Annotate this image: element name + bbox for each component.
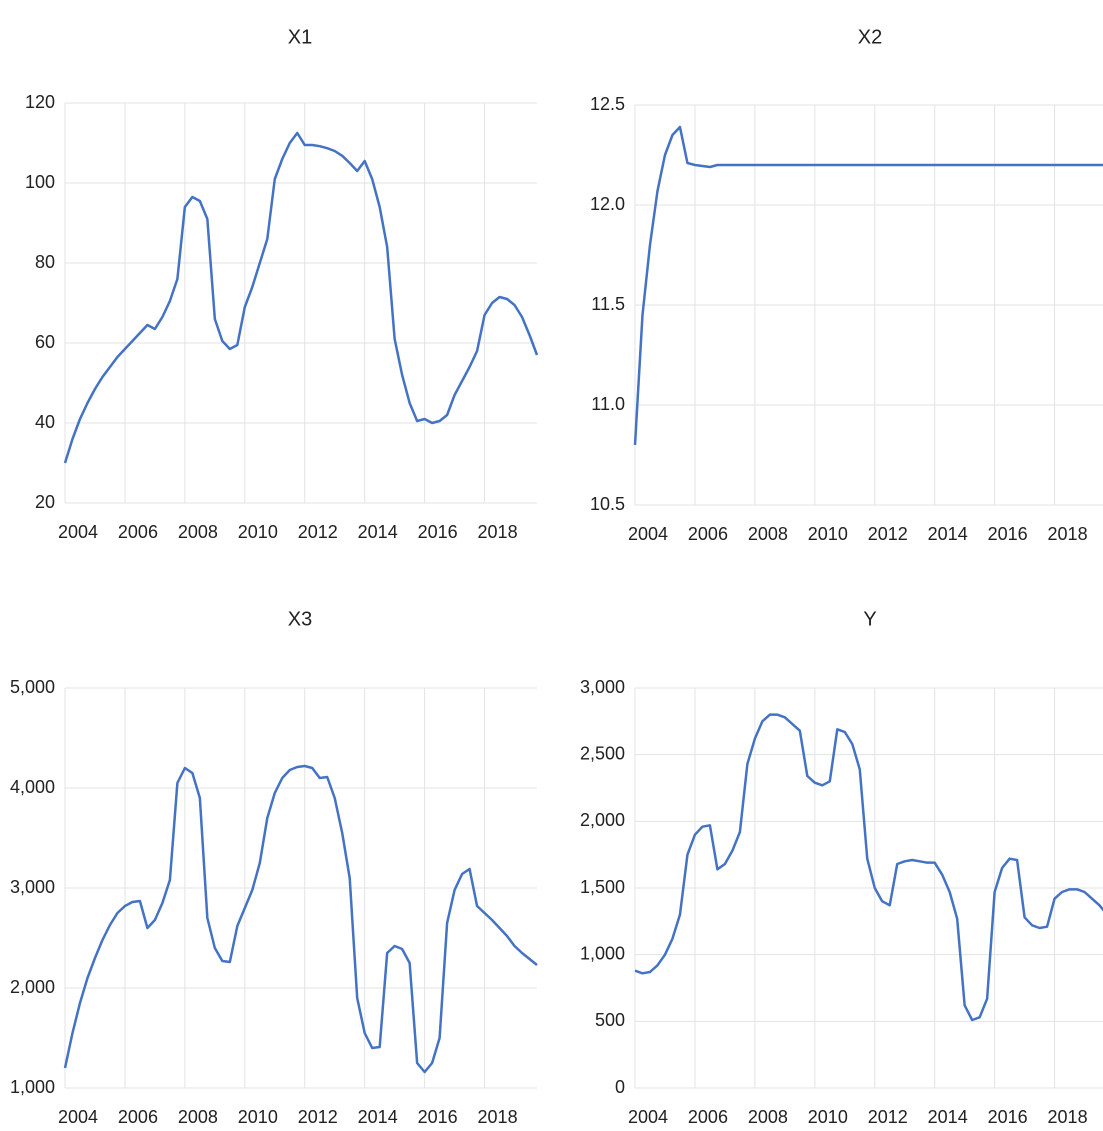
y-tick-label: 60 <box>35 332 55 352</box>
x-tick-label: 2012 <box>298 1107 338 1127</box>
y-tick-label: 12.5 <box>590 94 625 114</box>
y-tick-label: 120 <box>25 92 55 112</box>
x-tick-label: 2010 <box>238 522 278 542</box>
y-tick-label: 20 <box>35 492 55 512</box>
plot-area <box>63 764 538 1074</box>
x-tick-label: 2016 <box>988 1107 1028 1127</box>
x-tick-label: 2010 <box>808 524 848 544</box>
y-tick-label: 1,000 <box>580 943 625 963</box>
x-tick-label: 2018 <box>478 1107 518 1127</box>
y-tick-label: 11.5 <box>591 294 625 314</box>
y-tick-label: 12.0 <box>590 194 625 214</box>
x-tick-label: 2016 <box>418 522 458 542</box>
chart-panel: X3 1,000 2,000 3,000 4,000 5,000 2004 2006 2008 2… <box>10 608 538 1127</box>
x-tick-label: 2018 <box>478 522 518 542</box>
y-tick-label: 5,000 <box>10 677 55 697</box>
data-line <box>63 131 539 464</box>
x-tick-label: 2014 <box>358 1107 398 1127</box>
data-line <box>633 125 1103 446</box>
y-tick-label: 80 <box>35 252 55 272</box>
x-tick-label: 2014 <box>928 1107 968 1127</box>
y-tick-label: 500 <box>595 1010 625 1030</box>
x-tick-label: 2012 <box>298 522 338 542</box>
plot-area <box>634 713 1103 1022</box>
chart-title: Y <box>863 608 876 630</box>
chart-title: X3 <box>288 608 312 630</box>
x-tick-label: 2004 <box>628 524 668 544</box>
y-tick-label: 2,500 <box>580 743 625 763</box>
x-tick-label: 2004 <box>58 1107 98 1127</box>
y-tick-label: 100 <box>25 172 55 192</box>
y-tick-label: 11.0 <box>591 394 625 414</box>
chart-title: X1 <box>288 26 312 48</box>
x-tick-label: 2018 <box>1048 524 1088 544</box>
y-tick-label: 2,000 <box>10 977 55 997</box>
y-tick-label: 1,500 <box>580 877 625 897</box>
y-tick-label: 2,000 <box>580 810 625 830</box>
chart-panel: Y 0 500 1,000 1,500 2,000 2,500 3,000 2004 2006 20… <box>580 608 1103 1127</box>
x-tick-label: 2006 <box>118 522 158 542</box>
y-tick-label: 3,000 <box>10 877 55 897</box>
x-tick-label: 2012 <box>868 524 908 544</box>
chart-panel: X2 10.5 11.0 11.5 12.0 12.5 2004 2006 2008 2010 20… <box>590 26 1103 544</box>
data-line <box>634 713 1103 1022</box>
y-tick-label: 3,000 <box>580 677 625 697</box>
x-tick-label: 2014 <box>928 524 968 544</box>
y-tick-label: 4,000 <box>10 777 55 797</box>
y-tick-label: 10.5 <box>590 494 625 514</box>
x-tick-label: 2008 <box>748 524 788 544</box>
x-tick-label: 2006 <box>688 1107 728 1127</box>
x-tick-label: 2004 <box>628 1107 668 1127</box>
x-tick-label: 2010 <box>808 1107 848 1127</box>
x-tick-label: 2004 <box>58 522 98 542</box>
chart-title: X2 <box>858 26 882 48</box>
plot-area <box>633 125 1103 446</box>
x-tick-label: 2010 <box>238 1107 278 1127</box>
y-tick-label: 40 <box>35 412 55 432</box>
x-tick-label: 2016 <box>988 524 1028 544</box>
x-tick-label: 2012 <box>868 1107 908 1127</box>
x-tick-label: 2006 <box>118 1107 158 1127</box>
x-tick-label: 2008 <box>178 522 218 542</box>
chart-panel: X1 20 40 60 80 100 120 2004 2006 2008 2010 2012 2014… <box>25 26 539 542</box>
x-tick-label: 2018 <box>1048 1107 1088 1127</box>
x-tick-label: 2008 <box>178 1107 218 1127</box>
x-tick-label: 2008 <box>748 1107 788 1127</box>
plot-area <box>63 131 539 464</box>
x-tick-label: 2006 <box>688 524 728 544</box>
x-tick-label: 2014 <box>358 522 398 542</box>
y-tick-label: 1,000 <box>10 1077 55 1097</box>
x-tick-label: 2016 <box>418 1107 458 1127</box>
y-tick-label: 0 <box>615 1077 625 1097</box>
data-line <box>63 764 538 1074</box>
